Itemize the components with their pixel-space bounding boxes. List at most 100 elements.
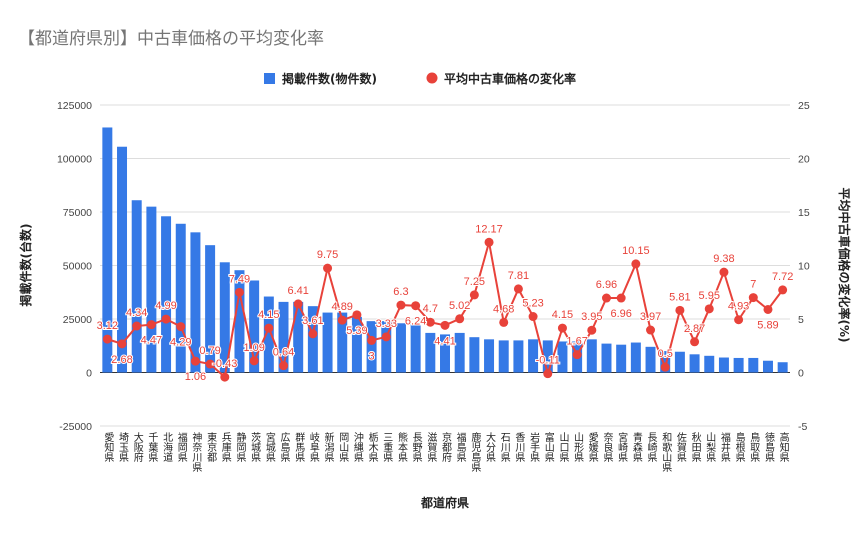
y-tick-label: 25000 bbox=[63, 314, 92, 326]
data-label: 5.39 bbox=[346, 325, 367, 337]
x-tick-label: 静岡県 bbox=[234, 431, 246, 463]
data-point bbox=[220, 372, 230, 382]
bar bbox=[557, 341, 568, 373]
bar bbox=[528, 339, 539, 373]
legend-bar-swatch bbox=[264, 73, 275, 84]
data-label: 7.81 bbox=[508, 270, 529, 282]
x-tick-label: 東京都 bbox=[205, 431, 217, 463]
data-point bbox=[367, 335, 377, 345]
data-label: 12.17 bbox=[475, 223, 503, 235]
x-tick-label: 島根県 bbox=[733, 431, 745, 463]
x-tick-label: 鹿児島県 bbox=[469, 431, 481, 473]
bar bbox=[484, 339, 495, 373]
bar bbox=[469, 337, 480, 373]
y-tick-label: 100000 bbox=[57, 154, 92, 166]
bar bbox=[425, 332, 436, 373]
bar bbox=[601, 343, 612, 373]
bar bbox=[381, 321, 392, 373]
x-tick-label: 佐賀県 bbox=[674, 432, 686, 463]
bar bbox=[293, 301, 304, 373]
data-label: 0.79 bbox=[199, 345, 220, 357]
bar bbox=[660, 351, 671, 373]
bar bbox=[777, 362, 788, 373]
data-point bbox=[601, 293, 611, 303]
data-point bbox=[132, 321, 142, 331]
data-point bbox=[528, 312, 538, 322]
bar bbox=[366, 321, 377, 373]
data-label: 3.97 bbox=[640, 311, 661, 323]
data-label: 9.38 bbox=[713, 253, 734, 265]
legend-bar-label: 掲載件数(物件数) bbox=[282, 71, 377, 86]
data-point bbox=[264, 323, 274, 333]
data-label: 2.68 bbox=[111, 354, 132, 366]
data-point bbox=[557, 323, 567, 333]
x-tick-label: 大分県 bbox=[484, 431, 496, 463]
data-label: 7 bbox=[750, 279, 756, 291]
data-label: 3.12 bbox=[97, 320, 118, 332]
bar bbox=[219, 262, 230, 373]
data-label: 4.89 bbox=[332, 301, 353, 313]
bar bbox=[337, 312, 348, 373]
x-tick-label: 奈良県 bbox=[601, 431, 613, 463]
bar bbox=[704, 355, 715, 373]
data-point bbox=[587, 325, 597, 335]
x-tick-label: 山梨県 bbox=[704, 432, 716, 463]
x-tick-label: 山形県 bbox=[572, 432, 584, 463]
x-axis-title: 都道府県 bbox=[420, 495, 469, 510]
data-point bbox=[660, 362, 670, 372]
bar bbox=[718, 357, 729, 373]
data-label: 5.95 bbox=[699, 290, 720, 302]
x-tick-label: 千葉県 bbox=[146, 432, 158, 463]
bar bbox=[586, 339, 597, 373]
bar bbox=[395, 323, 406, 373]
y2-tick-label: 5 bbox=[798, 314, 804, 326]
data-label: 7.25 bbox=[464, 276, 485, 288]
x-tick-label: 三重県 bbox=[381, 432, 393, 463]
y2-tick-label: 20 bbox=[798, 154, 810, 166]
data-point bbox=[543, 369, 553, 379]
chart-title: 【都道府県別】中古車価格の平均変化率 bbox=[18, 29, 324, 49]
data-point bbox=[249, 356, 259, 366]
legend: 掲載件数(物件数) 平均中古車価格の変化率 bbox=[264, 71, 576, 86]
data-label: 5.23 bbox=[522, 298, 543, 310]
x-tick-label: 愛知県 bbox=[102, 431, 114, 463]
x-tick-label: 秋田県 bbox=[689, 431, 701, 463]
bar bbox=[263, 296, 274, 373]
x-tick-label: 群馬県 bbox=[293, 431, 305, 463]
y2-tick-label: 0 bbox=[798, 368, 804, 380]
data-point bbox=[646, 325, 656, 335]
y-tick-label: 125000 bbox=[57, 100, 92, 112]
x-tick-label: 福井県 bbox=[718, 431, 730, 463]
x-tick-label: 栃木県 bbox=[366, 431, 378, 463]
bar bbox=[513, 340, 524, 373]
x-tick-label: 広島県 bbox=[278, 431, 290, 463]
x-tick-label: 新潟県 bbox=[322, 431, 334, 463]
data-label: 6.24 bbox=[405, 316, 426, 328]
bar bbox=[161, 216, 172, 373]
bar bbox=[440, 334, 450, 373]
data-point bbox=[117, 339, 127, 349]
data-point bbox=[763, 304, 773, 314]
bar bbox=[616, 344, 627, 373]
data-label: 0.64 bbox=[273, 347, 294, 359]
bar bbox=[645, 346, 656, 373]
x-tick-label: 岡山県 bbox=[337, 432, 349, 463]
data-point bbox=[690, 337, 700, 347]
data-point bbox=[323, 263, 333, 273]
data-label: -0.43 bbox=[212, 358, 237, 370]
data-point bbox=[513, 284, 523, 294]
data-label: 9.75 bbox=[317, 249, 338, 261]
data-point bbox=[396, 300, 406, 310]
data-label: 7.72 bbox=[772, 271, 793, 283]
data-point bbox=[469, 290, 479, 300]
bar bbox=[748, 357, 759, 373]
bar bbox=[454, 332, 465, 373]
data-label: 4.93 bbox=[728, 301, 749, 313]
bar bbox=[322, 312, 333, 373]
data-label: 1.06 bbox=[185, 371, 206, 383]
x-tick-label: 岐阜県 bbox=[307, 431, 319, 463]
bar bbox=[190, 232, 201, 373]
y2-axis-title: 平均中古車価格の変化率(%) bbox=[837, 188, 852, 343]
data-point bbox=[572, 350, 582, 360]
